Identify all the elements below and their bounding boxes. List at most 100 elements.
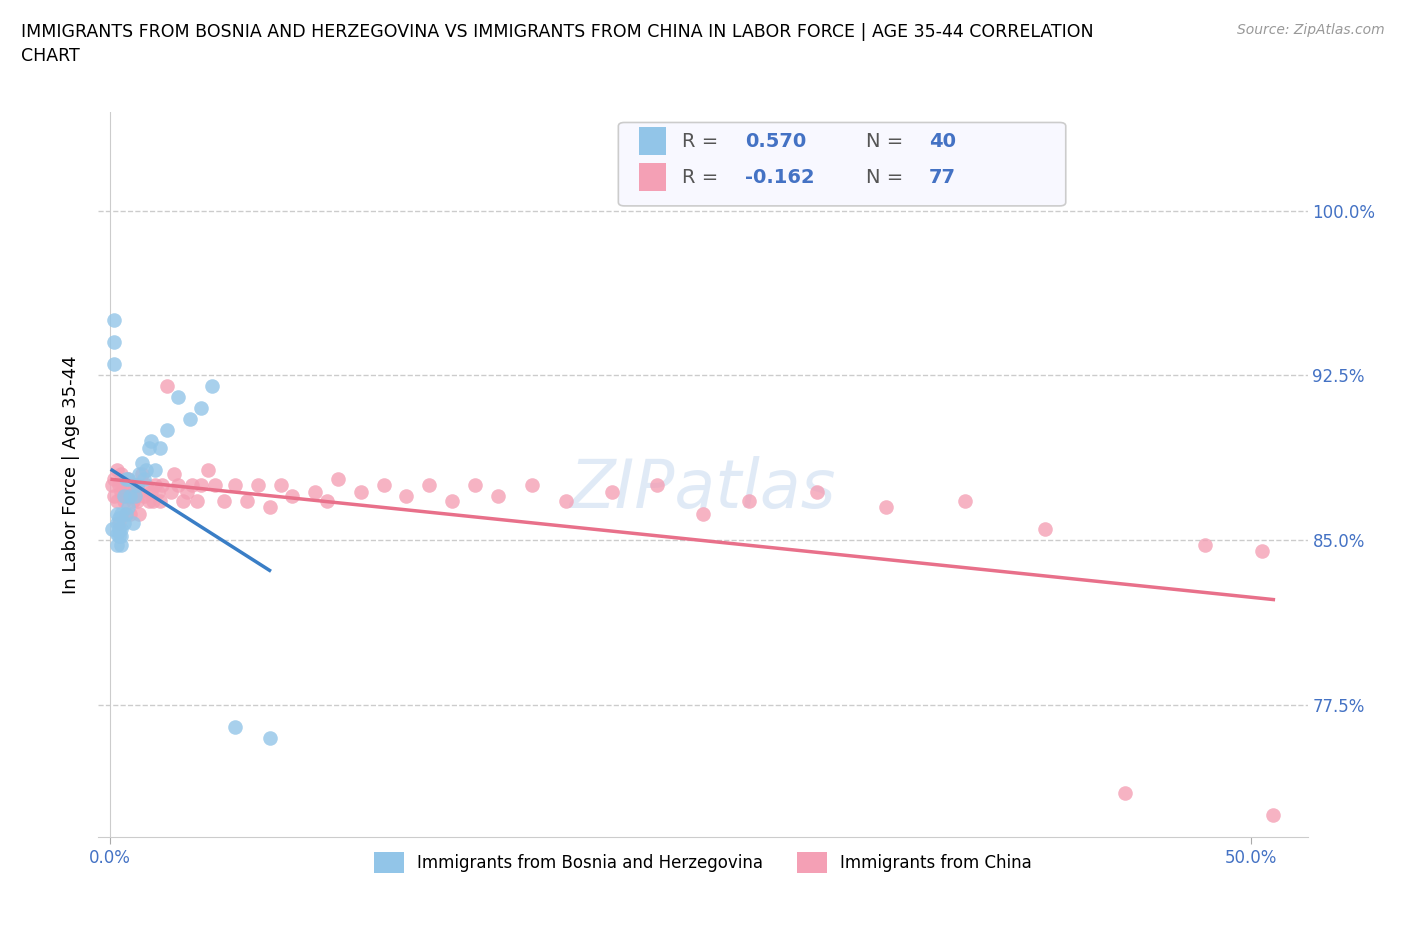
Point (108, 478, 131, 493)
Point (172, 493, 194, 508)
Point (737, 493, 759, 508)
Point (131, 456, 153, 471)
Text: R =: R = (682, 132, 725, 151)
Point (806, 485, 828, 499)
Point (105, 538, 128, 552)
Point (105, 526, 128, 541)
Point (112, 478, 135, 493)
Point (117, 485, 139, 499)
Point (156, 379, 179, 393)
Point (145, 462, 167, 477)
Point (139, 434, 162, 449)
Point (1194, 538, 1216, 552)
Point (110, 485, 132, 499)
Point (117, 472, 139, 486)
Text: R =: R = (682, 167, 725, 187)
Point (304, 485, 326, 499)
Point (259, 499, 281, 514)
Point (156, 423, 179, 438)
Point (128, 507, 150, 522)
Point (108, 522, 131, 537)
Point (235, 493, 257, 508)
Point (138, 441, 160, 456)
Point (117, 499, 139, 514)
Point (105, 493, 128, 508)
Point (160, 485, 183, 499)
Point (124, 489, 146, 504)
Y-axis label: In Labor Force | Age 35-44: In Labor Force | Age 35-44 (62, 355, 80, 593)
Point (121, 485, 143, 499)
Point (204, 478, 226, 493)
Point (124, 478, 146, 493)
Point (135, 478, 157, 493)
Point (464, 478, 486, 493)
Text: N =: N = (866, 132, 910, 151)
Point (110, 507, 132, 522)
Point (131, 467, 153, 482)
Point (108, 528, 131, 543)
Point (108, 511, 131, 525)
Point (110, 528, 132, 543)
Point (520, 478, 543, 493)
Point (647, 478, 669, 493)
Point (600, 485, 623, 499)
Text: 77: 77 (929, 167, 956, 187)
Text: 40: 40 (929, 132, 956, 151)
Text: ZIPatlas: ZIPatlas (569, 456, 837, 522)
Point (145, 478, 167, 493)
Point (128, 467, 150, 482)
Text: N =: N = (866, 167, 910, 187)
Point (138, 493, 160, 508)
FancyBboxPatch shape (619, 123, 1066, 206)
Point (110, 467, 132, 482)
Point (124, 489, 146, 504)
Point (190, 401, 212, 416)
Point (281, 489, 304, 504)
Point (128, 485, 150, 499)
Point (149, 493, 172, 508)
Point (132, 472, 155, 486)
Point (114, 507, 136, 522)
Point (1033, 522, 1056, 537)
Point (103, 357, 125, 372)
Point (555, 493, 578, 508)
Point (120, 507, 142, 522)
Point (127, 493, 149, 508)
Point (167, 478, 190, 493)
Point (112, 489, 135, 504)
Point (127, 478, 149, 493)
Point (103, 489, 125, 504)
Bar (638, 164, 665, 191)
Point (875, 499, 897, 514)
Point (139, 485, 162, 499)
Point (114, 472, 136, 486)
Point (103, 472, 125, 486)
Point (486, 489, 509, 504)
Point (105, 507, 128, 522)
Point (441, 493, 464, 508)
Point (167, 390, 190, 405)
Point (186, 493, 208, 508)
Point (142, 493, 165, 508)
Point (114, 489, 136, 504)
Point (224, 720, 246, 735)
Point (259, 731, 281, 746)
Point (120, 489, 142, 504)
Point (108, 515, 131, 530)
Point (176, 485, 198, 499)
Point (121, 515, 143, 530)
Point (1263, 807, 1285, 822)
Point (103, 335, 125, 350)
Point (197, 462, 219, 477)
Point (101, 522, 124, 537)
Point (146, 485, 169, 499)
Point (163, 467, 186, 482)
Point (247, 478, 270, 493)
Point (190, 478, 212, 493)
Point (373, 478, 395, 493)
Point (112, 515, 135, 530)
Point (326, 472, 349, 486)
Point (418, 478, 440, 493)
Point (127, 478, 149, 493)
Point (112, 493, 135, 508)
